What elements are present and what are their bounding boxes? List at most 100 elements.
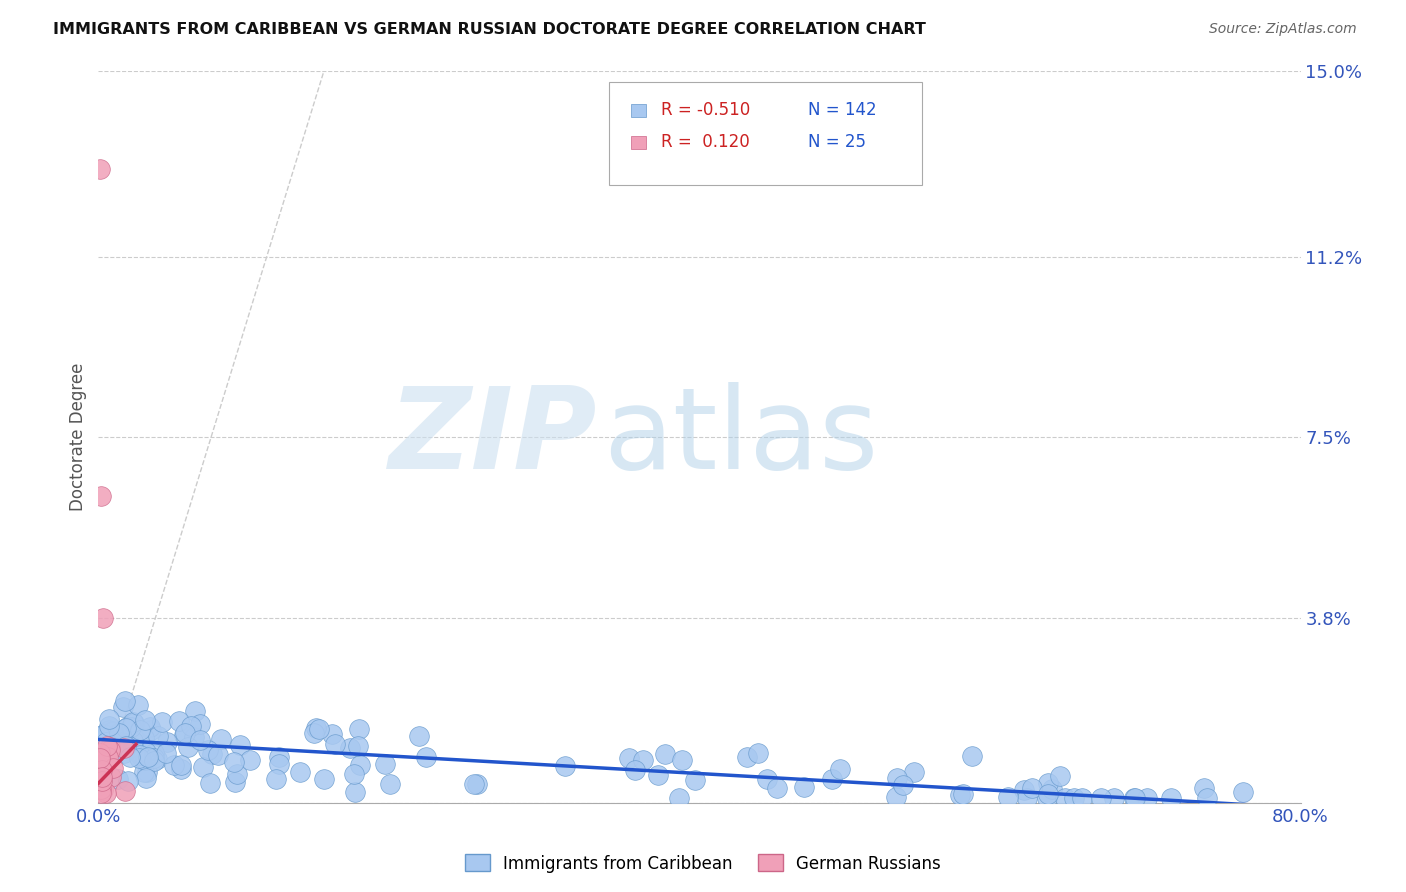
FancyBboxPatch shape	[609, 82, 922, 185]
Point	[668, 791, 690, 805]
Point	[1036, 776, 1059, 790]
Point	[180, 719, 202, 733]
Point	[89, 161, 111, 176]
Point	[201, 747, 224, 762]
Point	[949, 789, 972, 803]
Point	[139, 720, 162, 734]
Point	[150, 714, 173, 729]
Point	[830, 762, 852, 776]
Point	[112, 746, 135, 760]
Point	[143, 751, 166, 765]
Point	[114, 784, 136, 798]
Point	[155, 746, 177, 760]
Point	[129, 723, 152, 738]
Point	[90, 774, 112, 789]
Text: R =  0.120: R = 0.120	[661, 133, 749, 152]
Point	[112, 741, 135, 756]
Point	[127, 698, 149, 713]
Point	[1232, 785, 1254, 799]
Point	[94, 786, 117, 800]
Point	[128, 750, 150, 764]
Point	[89, 747, 111, 761]
Point	[138, 751, 160, 765]
Text: atlas: atlas	[603, 382, 879, 492]
Point	[94, 734, 117, 748]
Point	[886, 771, 908, 785]
Point	[463, 777, 485, 791]
Point	[312, 772, 335, 786]
Point	[135, 745, 157, 759]
Point	[224, 775, 246, 789]
Point	[96, 739, 118, 754]
Point	[98, 743, 121, 757]
Point	[903, 764, 925, 779]
Text: IMMIGRANTS FROM CARIBBEAN VS GERMAN RUSSIAN DOCTORATE DEGREE CORRELATION CHART: IMMIGRANTS FROM CARIBBEAN VS GERMAN RUSS…	[53, 22, 927, 37]
Point	[122, 739, 145, 754]
Point	[209, 732, 232, 747]
Point	[90, 770, 112, 784]
Point	[89, 729, 111, 743]
Point	[1040, 782, 1063, 797]
Text: Source: ZipAtlas.com: Source: ZipAtlas.com	[1209, 22, 1357, 37]
Point	[132, 731, 155, 745]
Point	[143, 754, 166, 768]
Point	[1063, 791, 1085, 805]
Point	[91, 610, 114, 624]
Point	[224, 755, 246, 769]
Point	[321, 727, 343, 741]
Point	[408, 729, 430, 743]
Point	[288, 765, 311, 780]
Point	[891, 778, 914, 792]
Point	[136, 765, 159, 780]
Y-axis label: Doctorate Degree: Doctorate Degree	[69, 363, 87, 511]
Point	[267, 756, 290, 771]
Point	[89, 768, 111, 782]
Point	[1136, 791, 1159, 805]
Point	[120, 719, 142, 733]
Point	[1054, 791, 1077, 805]
Point	[1036, 787, 1059, 801]
FancyBboxPatch shape	[631, 136, 647, 149]
Point	[156, 735, 179, 749]
Point	[229, 739, 252, 753]
Point	[91, 783, 114, 797]
Point	[143, 746, 166, 760]
Point	[98, 712, 121, 726]
Point	[128, 748, 150, 763]
Point	[647, 768, 669, 782]
Point	[122, 715, 145, 730]
Point	[631, 753, 654, 767]
Point	[100, 771, 122, 785]
Point	[465, 777, 488, 791]
Point	[308, 723, 330, 737]
Point	[167, 714, 190, 728]
Point	[1012, 783, 1035, 797]
Point	[347, 739, 370, 753]
Point	[1071, 791, 1094, 805]
Point	[93, 730, 115, 744]
Point	[117, 774, 139, 789]
Point	[1036, 791, 1059, 805]
Point	[1195, 791, 1218, 805]
Point	[173, 726, 195, 740]
Point	[344, 784, 367, 798]
Point	[374, 756, 396, 771]
Point	[305, 722, 328, 736]
Point	[1090, 791, 1112, 805]
Point	[90, 782, 112, 797]
Point	[997, 789, 1019, 804]
Point	[554, 759, 576, 773]
Point	[111, 700, 134, 714]
Point	[339, 741, 361, 756]
Point	[184, 704, 207, 718]
Point	[685, 773, 707, 788]
Point	[97, 749, 120, 764]
Text: R = -0.510: R = -0.510	[661, 101, 751, 120]
Point	[793, 780, 815, 795]
Point	[747, 746, 769, 760]
Point	[347, 723, 370, 737]
Point	[191, 760, 214, 774]
Point	[617, 751, 640, 765]
Point	[124, 715, 146, 730]
Point	[197, 742, 219, 756]
